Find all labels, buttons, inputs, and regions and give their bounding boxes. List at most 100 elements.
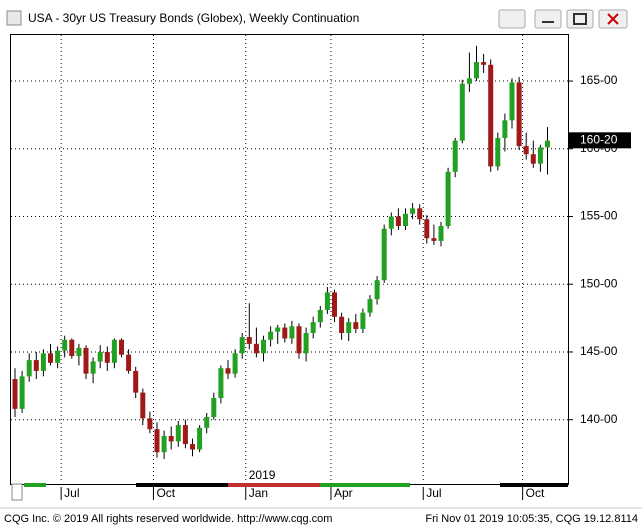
candle-body [452,140,458,172]
chart-title: USA - 30yr US Treasury Bonds (Globex), W… [28,11,359,25]
candle-body [33,360,39,371]
x-tick-label: Oct [156,486,175,500]
candle-body [289,326,295,339]
candle-body [502,120,508,138]
candle-body [90,361,96,374]
last-price-label: 160-20 [580,132,618,146]
candle-body [474,62,479,79]
candle-body [225,368,231,374]
candle-body [261,339,266,354]
period-strip [228,483,320,487]
candle-body [374,280,380,300]
candle-body [424,219,430,239]
candle-body [19,376,25,409]
year-label: 2019 [249,468,276,482]
link-button[interactable] [498,9,526,29]
y-tick-label: 165-00 [580,73,618,87]
candle-body [438,225,444,241]
candle-body [388,216,394,229]
candle-body [537,147,543,164]
app-icon [6,10,22,26]
x-tick-label: Oct [526,486,545,500]
candle-body [190,444,195,450]
candle-body [26,360,32,377]
candle-body [296,326,302,354]
x-tick-label: Jul [64,486,79,500]
candle-body [410,208,416,214]
y-tick-label: 140-00 [580,412,618,426]
candle-body [466,78,472,84]
candle-body [119,339,124,355]
candle-body [317,309,323,323]
candle-body [360,312,366,329]
candle-body [232,353,238,374]
candle-body [76,347,82,357]
candle-body [346,322,352,333]
candle-body [97,351,103,362]
period-strip [24,483,46,487]
candle-body [204,416,210,428]
candle-body [182,425,188,445]
candle-body [523,146,529,155]
y-tick-label: 155-00 [580,209,618,223]
candle-body [147,418,153,430]
candle-body [495,137,501,167]
candle-body [12,379,18,409]
plot-area [10,34,569,485]
maximize-icon [573,13,587,25]
footer-right: Fri Nov 01 2019 10:05:35, CQG 19.12.8114 [425,513,638,525]
y-tick-label: 150-00 [580,276,618,290]
candle-body [211,398,217,417]
candle-body [332,292,337,317]
candle-body [161,435,167,453]
maximize-button[interactable] [566,9,594,29]
candle-body [282,327,288,339]
candle-body [509,82,515,121]
x-tick-label: Jan [249,486,268,500]
period-strip [500,483,568,487]
candle-body [303,333,309,354]
candle-body [111,339,117,363]
candle-body [431,238,437,241]
period-strip [136,483,228,487]
candle-body [133,370,139,393]
candle-body [417,208,423,220]
candle-body [83,347,89,374]
minimize-button[interactable] [534,9,562,29]
candle-body [154,429,160,453]
candle-body [126,354,132,371]
candle-body [516,82,522,147]
candle-body [381,228,387,281]
candle-body [253,343,259,354]
candle-body [545,140,550,148]
y-tick-label: 145-00 [580,344,618,358]
candle-body [275,327,281,332]
x-tick-label: Apr [334,486,353,500]
candle-body [48,353,53,363]
x-tick-label: Jul [426,486,441,500]
candle-body [55,350,61,363]
candle-body [324,292,330,310]
candle-body [239,337,245,354]
candle-body [353,322,359,329]
scroll-handle[interactable] [11,483,23,501]
candle-body [104,351,110,363]
period-strip [320,483,410,487]
candle-body [403,213,408,226]
footer-left: CQG Inc. © 2019 All rights reserved worl… [4,513,332,525]
candle-body [268,331,274,340]
candle-body [246,337,252,344]
candle-body [175,425,181,442]
candle-body [218,368,224,399]
candle-body [62,339,68,351]
candle-body [140,392,146,419]
last-price-box [569,132,631,149]
candle-body [481,62,487,65]
candle-body [40,353,46,371]
candle-body [395,216,401,226]
candle-body [530,154,536,164]
candle-body [197,427,203,450]
candle-body [367,299,373,313]
candle-body [339,316,345,333]
